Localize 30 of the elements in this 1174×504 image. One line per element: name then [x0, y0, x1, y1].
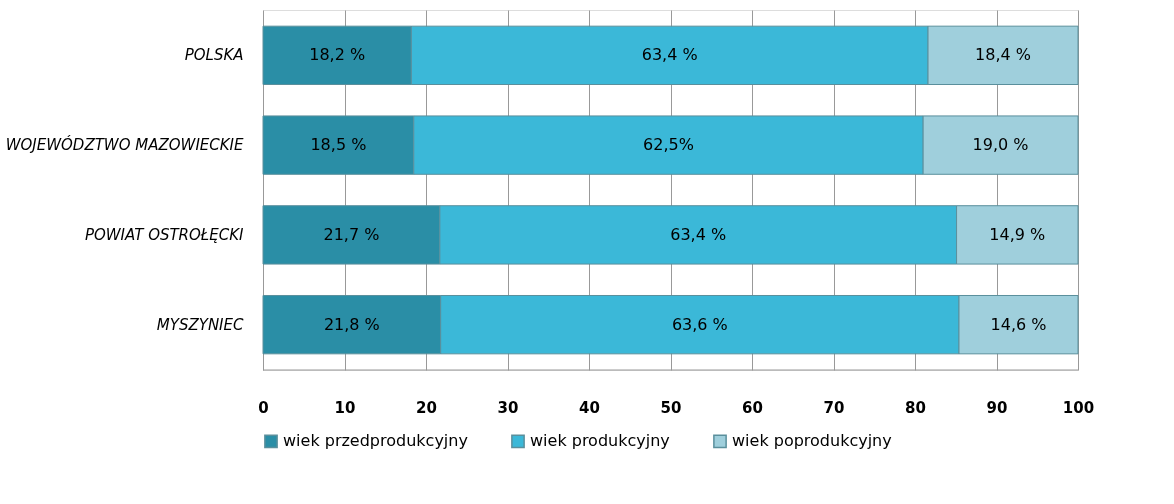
legend-label: wiek produkcyjny: [530, 431, 670, 451]
data-label: 18,2 %: [309, 45, 366, 65]
y-tick-label: MYSZYNIEC: [156, 315, 245, 334]
x-tick-label: 40: [579, 398, 600, 417]
x-tick-label: 30: [497, 398, 519, 417]
y-tick-label: POWIAT OSTROŁĘCKI: [84, 225, 245, 244]
x-tick-label: 60: [742, 398, 763, 417]
x-tick-label: 90: [986, 398, 1008, 417]
data-label: 18,5 %: [310, 135, 367, 155]
x-tick-label: 80: [905, 398, 926, 417]
y-tick-label: POLSKA: [184, 46, 244, 65]
data-label: 62,5%: [643, 135, 694, 155]
x-tick-label: 100: [1062, 398, 1095, 417]
x-tick-label: 10: [334, 398, 356, 417]
data-label: 19,0 %: [972, 135, 1029, 155]
x-tick-label: 0: [258, 398, 269, 417]
data-label: 63,6 %: [671, 314, 728, 334]
data-label: 14,6 %: [990, 314, 1047, 334]
legend-label: wiek poprodukcyjny: [732, 431, 892, 451]
data-label: 21,7 %: [323, 224, 380, 244]
x-tick-label: 50: [660, 398, 682, 417]
data-label: 14,9 %: [989, 224, 1046, 244]
data-label: 63,4 %: [670, 224, 727, 244]
x-tick-label: 70: [823, 398, 845, 417]
y-tick-label: WOJEWÓDZTWO MAZOWIECKIE: [5, 135, 245, 155]
x-tick-label: 20: [416, 398, 437, 417]
data-label: 21,8 %: [323, 314, 380, 334]
data-label: 63,4 %: [641, 45, 698, 65]
data-label: 18,4 %: [975, 45, 1031, 65]
legend-label: wiek przedprodukcyjny: [283, 431, 468, 451]
